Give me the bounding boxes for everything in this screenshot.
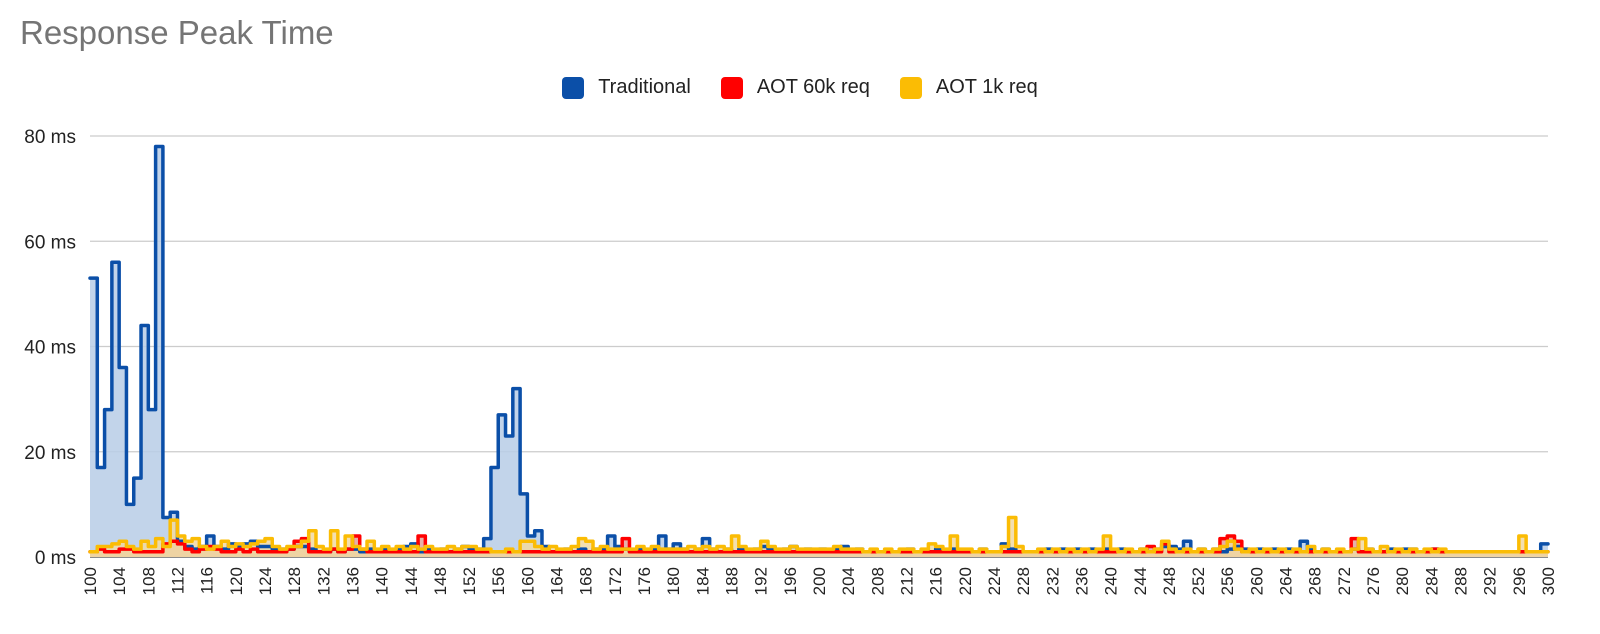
legend-item-traditional[interactable]: Traditional: [562, 76, 691, 99]
x-tick-label: 208: [868, 567, 887, 595]
x-tick-label: 168: [577, 567, 596, 595]
x-tick-label: 232: [1043, 567, 1062, 595]
legend-swatch-traditional: [562, 76, 585, 99]
x-tick-label: 124: [256, 567, 275, 595]
x-tick-label: 140: [373, 567, 392, 595]
x-tick-label: 276: [1364, 567, 1383, 595]
x-tick-label: 120: [227, 567, 246, 595]
x-tick-label: 236: [1072, 567, 1091, 595]
x-tick-label: 184: [693, 567, 712, 595]
series-line-aot-60k: [88, 534, 1550, 554]
x-tick-label: 152: [460, 567, 479, 595]
legend-label-aot-1k: AOT 1k req: [935, 76, 1038, 98]
x-tick-label: 116: [198, 567, 217, 594]
y-tick-label: 20 ms: [24, 443, 76, 464]
x-tick-label: 264: [1277, 567, 1296, 595]
legend-item-aot-1k[interactable]: AOT 1k req: [899, 76, 1038, 99]
x-tick-label: 128: [285, 567, 304, 595]
x-tick-label: 288: [1452, 567, 1471, 595]
y-tick-label: 40 ms: [24, 338, 76, 359]
x-tick-label: 108: [139, 567, 158, 595]
x-tick-label: 180: [664, 567, 683, 595]
x-tick-label: 224: [985, 567, 1004, 595]
series-area-traditional: [90, 146, 1548, 557]
x-tick-label: 248: [1160, 567, 1179, 595]
legend-item-aot-60k[interactable]: AOT 60k req: [720, 76, 870, 99]
x-tick-label: 212: [897, 567, 916, 595]
y-tick-label: 0 ms: [35, 548, 76, 569]
x-tick-label: 148: [431, 567, 450, 595]
x-tick-label: 204: [839, 567, 858, 595]
x-tick-label: 200: [810, 567, 829, 595]
x-tick-label: 260: [1247, 567, 1266, 595]
x-tick-label: 164: [548, 567, 567, 595]
y-tick-label: 60 ms: [24, 232, 76, 253]
x-tick-label: 280: [1393, 567, 1412, 595]
x-tick-label: 256: [1218, 567, 1237, 595]
x-tick-label: 132: [314, 567, 333, 595]
x-tick-label: 104: [110, 567, 129, 595]
x-tick-label: 192: [752, 567, 771, 595]
legend-label-traditional: Traditional: [598, 76, 691, 98]
series-line-traditional: [88, 144, 1550, 554]
x-tick-label: 112: [168, 567, 187, 594]
x-tick-label: 268: [1306, 567, 1325, 595]
x-tick-label: 216: [927, 567, 946, 595]
x-tick-label: 220: [956, 567, 975, 595]
x-tick-label: 228: [1014, 567, 1033, 595]
x-tick-label: 100: [81, 567, 100, 595]
legend-swatch-aot-60k: [720, 76, 743, 99]
chart-title: Response Peak Time: [20, 14, 334, 51]
series-line-aot-1k: [88, 515, 1550, 554]
x-tick-label: 244: [1131, 567, 1150, 595]
y-tick-label: 80 ms: [24, 127, 76, 148]
x-tick-label: 240: [1102, 567, 1121, 595]
x-tick-label: 160: [518, 567, 537, 595]
x-tick-label: 252: [1189, 567, 1208, 595]
x-tick-label: 196: [781, 567, 800, 595]
chart-legend: Traditional AOT 60k req AOT 1k req: [0, 76, 1600, 99]
x-tick-label: 136: [343, 567, 362, 595]
x-tick-label: 300: [1539, 567, 1558, 595]
x-tick-label: 156: [489, 567, 508, 595]
x-tick-label: 292: [1481, 567, 1500, 595]
x-tick-label: 144: [402, 567, 421, 595]
legend-swatch-aot-1k: [899, 76, 922, 99]
x-tick-label: 176: [635, 567, 654, 595]
x-tick-label: 296: [1510, 567, 1529, 595]
x-tick-label: 172: [606, 567, 625, 595]
x-tick-label: 272: [1335, 567, 1354, 595]
legend-label-aot-60k: AOT 60k req: [756, 76, 870, 98]
x-tick-label: 284: [1422, 567, 1441, 595]
x-tick-label: 188: [723, 567, 742, 595]
